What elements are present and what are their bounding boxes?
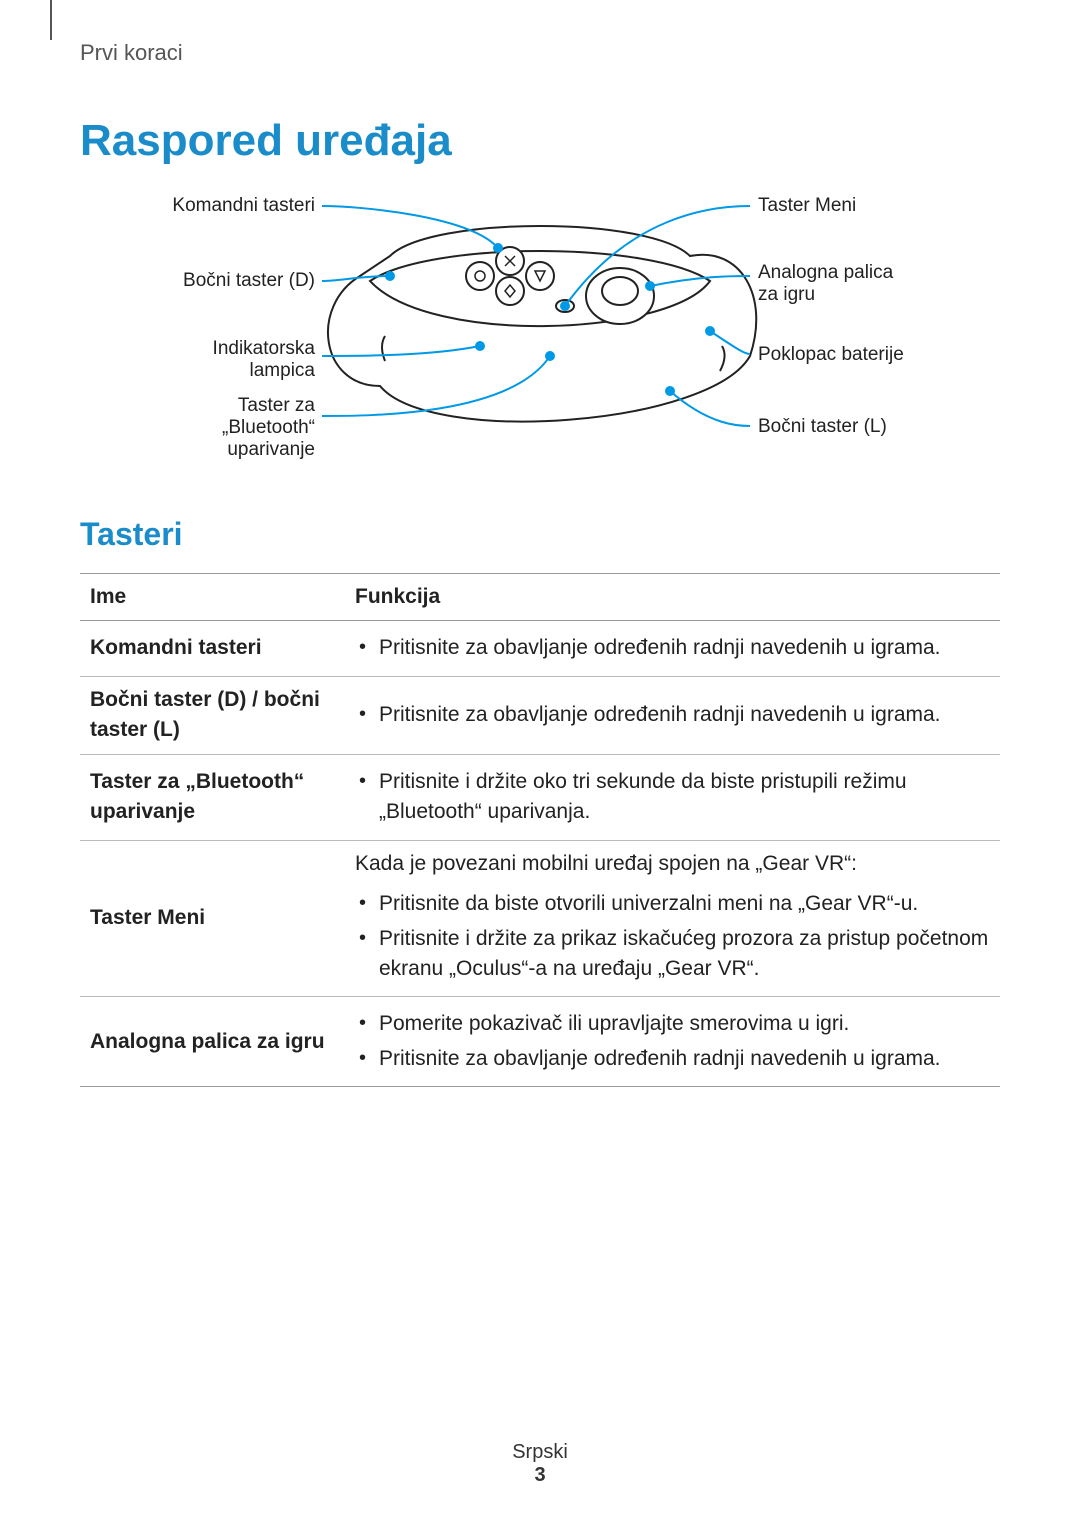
row-func: Pomerite pokazivač ili upravljajte smero… <box>345 997 1000 1087</box>
bullet-text: Pritisnite za obavljanje određenih radnj… <box>355 633 990 663</box>
device-diagram: Komandni tasteri Bočni taster (D) Indika… <box>80 186 1000 476</box>
bullet-text: Pritisnite i držite za prikaz iskačućeg … <box>355 924 990 985</box>
th-name: Ime <box>80 574 345 621</box>
label-bt-1: Taster za <box>238 395 316 416</box>
row-intro: Kada je povezani mobilni uređaj spojen n… <box>355 849 990 879</box>
table-row: Bočni taster (D) / bočni taster (L) Prit… <box>80 676 1000 754</box>
row-name: Komandni tasteri <box>80 621 345 676</box>
th-func: Funkcija <box>345 574 1000 621</box>
label-analog-1: Analogna palica <box>758 262 894 283</box>
section-title-tasteri: Tasteri <box>80 516 1000 553</box>
bullet-text: Pomerite pokazivač ili upravljajte smero… <box>355 1009 990 1039</box>
page-footer: Srpski 3 <box>0 1441 1080 1487</box>
bullet-text: Pritisnite za obavljanje određenih radnj… <box>355 1044 990 1074</box>
table-row: Komandni tasteri Pritisnite za obavljanj… <box>80 621 1000 676</box>
row-name: Bočni taster (D) / bočni taster (L) <box>80 676 345 754</box>
label-bt-2: „Bluetooth“ <box>222 417 315 438</box>
row-func: Kada je povezani mobilni uređaj spojen n… <box>345 840 1000 997</box>
label-bocni-l: Bočni taster (L) <box>758 416 887 437</box>
row-name: Taster za „Bluetooth“ uparivanje <box>80 754 345 840</box>
table-row: Taster Meni Kada je povezani mobilni ure… <box>80 840 1000 997</box>
row-func: Pritisnite i držite oko tri sekunde da b… <box>345 754 1000 840</box>
bullet-text: Pritisnite za obavljanje određenih radnj… <box>355 700 990 730</box>
row-func: Pritisnite za obavljanje određenih radnj… <box>345 676 1000 754</box>
row-name: Analogna palica za igru <box>80 997 345 1087</box>
label-analog-2: za igru <box>758 284 815 305</box>
label-meni: Taster Meni <box>758 195 856 216</box>
footer-language: Srpski <box>512 1441 568 1463</box>
breadcrumb: Prvi koraci <box>80 40 1000 66</box>
document-page: Prvi koraci Raspored uređaja <box>0 0 1080 1527</box>
bullet-text: Pritisnite da biste otvorili univerzalni… <box>355 889 990 919</box>
margin-rule <box>50 0 52 40</box>
label-komandni: Komandni tasteri <box>172 195 315 216</box>
label-indikator-1: Indikatorska <box>213 338 316 359</box>
label-indikator-2: lampica <box>250 360 316 381</box>
controller-illustration: Komandni tasteri Bočni taster (D) Indika… <box>110 186 970 476</box>
table-row: Analogna palica za igru Pomerite pokaziv… <box>80 997 1000 1087</box>
bullet-text: Pritisnite i držite oko tri sekunde da b… <box>355 767 990 828</box>
page-title: Raspored uređaja <box>80 116 1000 166</box>
table-row: Taster za „Bluetooth“ uparivanje Pritisn… <box>80 754 1000 840</box>
row-func: Pritisnite za obavljanje određenih radnj… <box>345 621 1000 676</box>
label-bt-3: uparivanje <box>227 439 315 460</box>
label-poklopac: Poklopac baterije <box>758 344 904 365</box>
label-bocni-d: Bočni taster (D) <box>183 270 315 291</box>
footer-page-number: 3 <box>0 1464 1080 1487</box>
buttons-table: Ime Funkcija Komandni tasteri Pritisnite… <box>80 573 1000 1087</box>
row-name: Taster Meni <box>80 840 345 997</box>
